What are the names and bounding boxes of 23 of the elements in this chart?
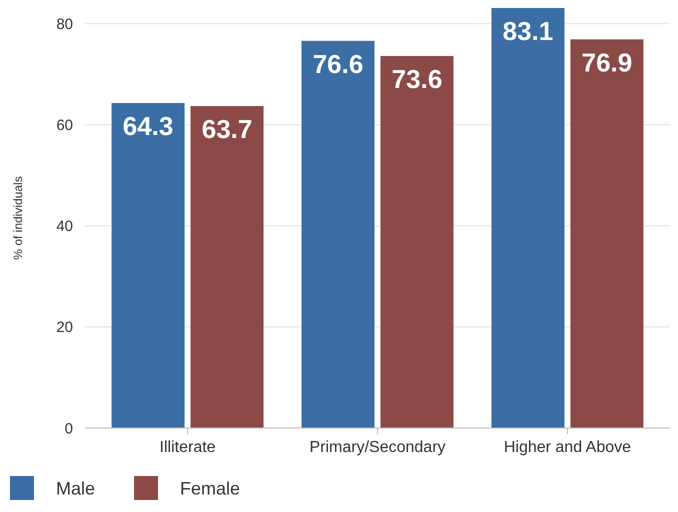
bar — [380, 56, 454, 428]
y-tick-label: 80 — [56, 16, 73, 33]
legend-label: Male — [56, 478, 96, 498]
bar — [570, 39, 644, 428]
y-tick-label: 0 — [64, 420, 73, 438]
x-tick-label: Higher and Above — [504, 439, 632, 456]
y-tick-label: 20 — [56, 319, 73, 336]
legend-label: Female — [180, 478, 240, 498]
data-label: 76.6 — [312, 48, 364, 79]
x-tick-label: Primary/Secondary — [309, 439, 446, 456]
y-tick-label: 40 — [56, 218, 73, 236]
bar — [491, 8, 564, 428]
data-label: 76.9 — [582, 47, 632, 78]
y-axis-title: % of individuals — [11, 176, 25, 260]
bar — [112, 103, 185, 428]
data-label: 63.7 — [202, 114, 252, 144]
bar — [302, 40, 374, 428]
data-label: 73.6 — [392, 64, 442, 94]
y-tick-label: 60 — [56, 117, 73, 134]
bar — [190, 106, 264, 428]
data-label: 64.3 — [122, 111, 174, 142]
x-tick-label: Illiterate — [160, 439, 216, 456]
data-label: 83.1 — [502, 16, 554, 46]
